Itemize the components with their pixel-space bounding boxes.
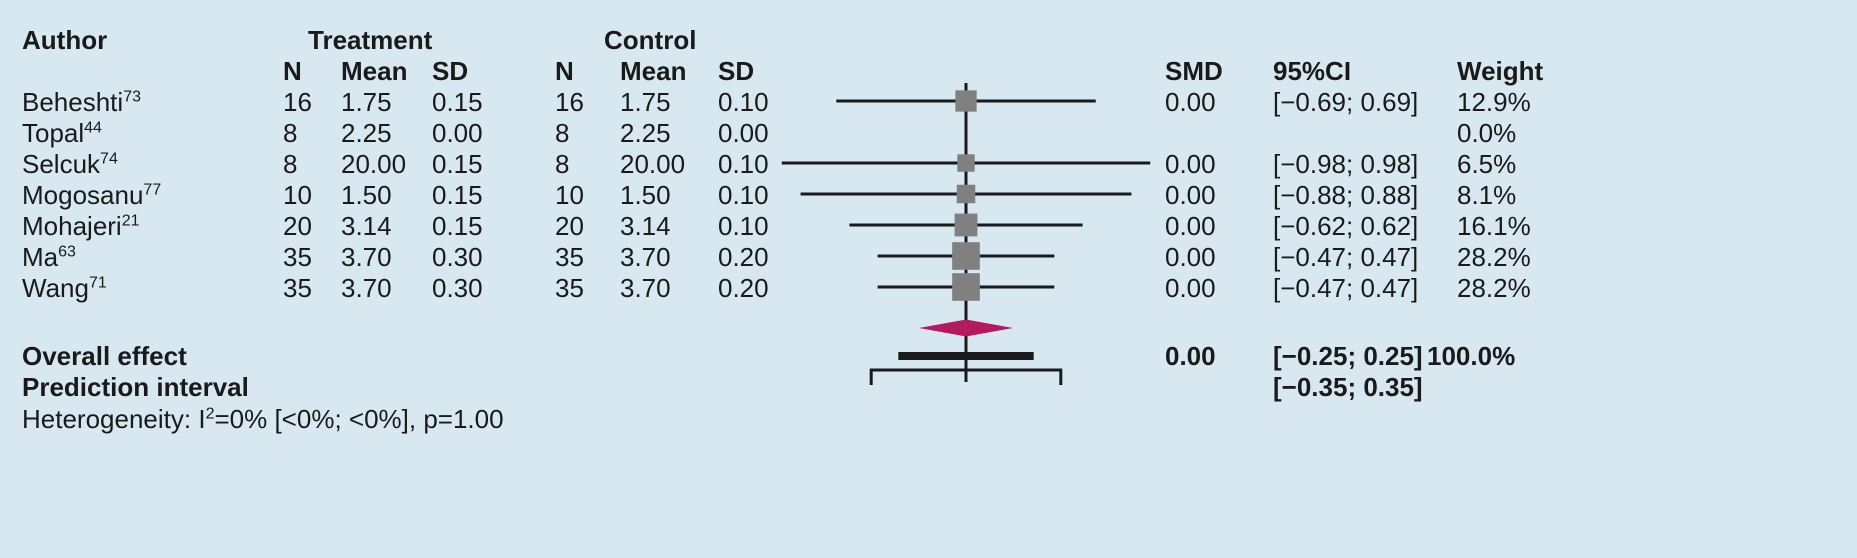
control-sd: 0.20 [718, 242, 769, 272]
control-n: 8 [555, 149, 570, 179]
study-author: Ma63 [22, 242, 76, 272]
treatment-n: 8 [283, 118, 298, 148]
study-author: Wang71 [22, 273, 107, 303]
effect-marker [952, 273, 980, 301]
control-n: 8 [555, 118, 570, 148]
prediction-interval-label: Prediction interval [22, 372, 249, 402]
header-control-n: N [555, 56, 574, 86]
control-mean: 3.70 [620, 273, 671, 303]
treatment-mean: 20.00 [341, 149, 407, 179]
study-ci: [−0.62; 0.62] [1273, 211, 1419, 241]
overall-ci-bar [898, 352, 1034, 360]
treatment-n: 20 [283, 211, 312, 241]
control-sd: 0.20 [718, 273, 769, 303]
treatment-mean: 2.25 [341, 118, 392, 148]
header-treatment: Treatment [308, 25, 433, 55]
study-weight: 6.5% [1457, 149, 1517, 179]
effect-marker [955, 90, 977, 112]
study-weight: 0.0% [1457, 118, 1517, 148]
treatment-n: 35 [283, 273, 312, 303]
treatment-mean: 1.75 [341, 87, 392, 117]
study-author: Selcuk74 [22, 149, 118, 179]
treatment-mean: 1.50 [341, 180, 392, 210]
study-ci: [−0.47; 0.47] [1273, 273, 1419, 303]
effect-marker [956, 184, 976, 204]
control-mean: 1.75 [620, 87, 671, 117]
header-ci: 95%CI [1273, 56, 1352, 86]
study-author: Beheshti73 [22, 87, 141, 117]
treatment-mean: 3.70 [341, 273, 392, 303]
overall-diamond [919, 319, 1013, 337]
control-mean: 3.70 [620, 242, 671, 272]
header-treatment-n: N [283, 56, 302, 86]
control-n: 35 [555, 242, 584, 272]
treatment-sd: 0.15 [432, 180, 483, 210]
study-author: Mohajeri21 [22, 211, 140, 241]
header-author: Author [22, 25, 108, 55]
header-smd: SMD [1165, 56, 1223, 86]
treatment-sd: 0.30 [432, 242, 483, 272]
treatment-sd: 0.15 [432, 211, 483, 241]
control-sd: 0.10 [718, 211, 769, 241]
study-smd: 0.00 [1165, 211, 1216, 241]
header-treatment-sd: SD [432, 56, 469, 86]
study-weight: 8.1% [1457, 180, 1517, 210]
header-treatment-mean: Mean [341, 56, 408, 86]
control-n: 35 [555, 273, 584, 303]
control-mean: 20.00 [620, 149, 686, 179]
control-sd: 0.10 [718, 149, 769, 179]
treatment-n: 35 [283, 242, 312, 272]
overall-weight: 100.0% [1427, 341, 1516, 371]
effect-marker [954, 213, 978, 237]
treatment-sd: 0.15 [432, 149, 483, 179]
control-mean: 1.50 [620, 180, 671, 210]
study-ci: [−0.88; 0.88] [1273, 180, 1419, 210]
study-ci: [−0.69; 0.69] [1273, 87, 1419, 117]
header-control-sd: SD [718, 56, 755, 86]
control-sd: 0.10 [718, 87, 769, 117]
treatment-n: 8 [283, 149, 298, 179]
overall-smd: 0.00 [1165, 341, 1216, 371]
study-weight: 28.2% [1457, 242, 1531, 272]
control-n: 20 [555, 211, 584, 241]
control-sd: 0.10 [718, 180, 769, 210]
study-author: Mogosanu77 [22, 180, 162, 210]
study-weight: 12.9% [1457, 87, 1531, 117]
study-weight: 16.1% [1457, 211, 1531, 241]
control-mean: 2.25 [620, 118, 671, 148]
study-smd: 0.00 [1165, 273, 1216, 303]
control-n: 16 [555, 87, 584, 117]
overall-ci: [−0.25; 0.25] [1273, 341, 1423, 371]
treatment-n: 16 [283, 87, 312, 117]
control-sd: 0.00 [718, 118, 769, 148]
control-mean: 3.14 [620, 211, 671, 241]
treatment-mean: 3.70 [341, 242, 392, 272]
treatment-sd: 0.00 [432, 118, 483, 148]
study-smd: 0.00 [1165, 87, 1216, 117]
effect-marker [952, 242, 980, 270]
prediction-interval-ci: [−0.35; 0.35] [1273, 372, 1423, 402]
treatment-sd: 0.30 [432, 273, 483, 303]
treatment-sd: 0.15 [432, 87, 483, 117]
study-author: Topal44 [22, 118, 102, 148]
treatment-n: 10 [283, 180, 312, 210]
study-smd: 0.00 [1165, 149, 1216, 179]
header-control-mean: Mean [620, 56, 687, 86]
effect-marker [957, 154, 975, 172]
header-weight: Weight [1457, 56, 1544, 86]
treatment-mean: 3.14 [341, 211, 392, 241]
study-weight: 28.2% [1457, 273, 1531, 303]
overall-effect-label: Overall effect [22, 341, 187, 371]
control-n: 10 [555, 180, 584, 210]
study-ci: [−0.98; 0.98] [1273, 149, 1419, 179]
study-ci: [−0.47; 0.47] [1273, 242, 1419, 272]
heterogeneity-text: Heterogeneity: I2=0% [<0%; <0%], p=1.00 [22, 404, 504, 434]
header-control: Control [604, 25, 697, 55]
study-smd: 0.00 [1165, 180, 1216, 210]
study-smd: 0.00 [1165, 242, 1216, 272]
